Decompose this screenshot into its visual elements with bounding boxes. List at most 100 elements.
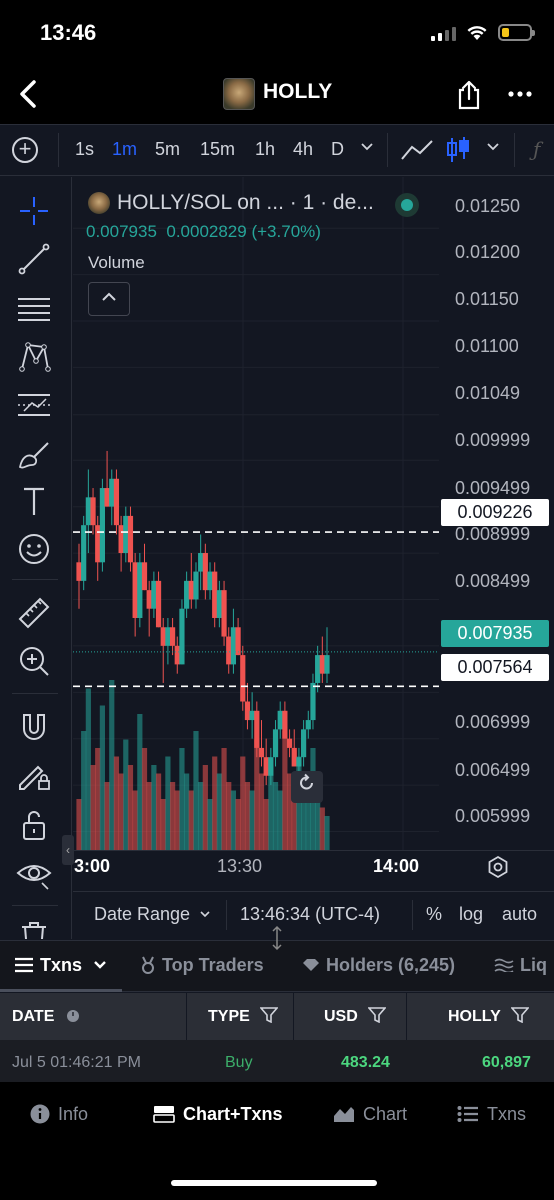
tab-txns[interactable]: Txns [14,955,107,976]
back-icon[interactable] [14,76,44,112]
interval-5m[interactable]: 5m [155,139,181,159]
date-range-button[interactable]: Date Range [94,904,211,925]
interval-1s[interactable]: 1s [75,139,95,159]
candle-body [81,525,87,581]
candle-body [85,497,91,526]
price-axis-label: 0.006499 [455,760,531,780]
volume-bar [137,714,143,850]
indicators-icon[interactable]: ƒ [533,137,541,161]
volume-bar [212,756,218,850]
chart-type-chevron-down-icon[interactable] [486,139,500,156]
column-header-holly[interactable]: HOLLY [448,1007,530,1026]
volume-bar [127,765,134,850]
medal-icon [142,956,154,974]
emoji-icon[interactable] [14,529,54,569]
interval-1h[interactable]: 1h [255,139,276,159]
volume-bar [155,773,162,850]
price-axis-label: 0.01200 [455,242,521,262]
lock-drawings-pencil-icon[interactable] [14,755,54,795]
chart-clock[interactable]: 13:46:34 (UTC-4) [240,904,381,924]
horizontal-line-price-tag[interactable]: 0.007564 [441,654,549,681]
reset-chart-icon[interactable] [291,771,323,803]
legend-symbol[interactable]: HOLLY/SOL on ... · 1 · de... [117,191,374,214]
price-axis-label: 0.005999 [455,806,531,826]
volume-bar [202,765,208,850]
volume-indicator-label[interactable]: Volume [88,253,145,272]
ruler-icon[interactable] [14,593,54,633]
cellular-signal-icon [431,25,456,41]
volume-bar [268,765,274,850]
log-scale-toggle[interactable]: log [459,904,484,924]
footer-divider [412,900,413,930]
candle-body [169,627,176,646]
volume-bar [123,739,129,850]
collapse-legend-button[interactable] [88,282,130,316]
volume-bar [99,705,105,850]
column-header-type[interactable]: TYPE [208,1007,279,1026]
percent-scale-toggle[interactable]: % [426,904,443,924]
nav-info-label: Info [58,1104,89,1124]
interval-4h[interactable]: 4h [293,139,314,159]
area-chart-icon [334,1107,354,1122]
interval-d[interactable]: D [331,139,344,159]
interval-chevron-down-icon[interactable] [360,139,374,156]
chart-settings-icon[interactable] [486,855,510,879]
add-symbol-icon[interactable]: + [12,137,38,163]
nav-info[interactable]: Info [30,1104,88,1125]
candlestick-chart-icon[interactable] [446,135,470,165]
toolbar-divider [387,133,388,167]
candle-body [118,525,124,554]
auto-scale-toggle[interactable]: auto [502,904,538,924]
volume-bar [160,799,166,850]
prediction-icon[interactable] [14,385,54,425]
drawing-toolbar [0,177,72,939]
magnet-icon[interactable] [14,707,54,747]
trash-icon[interactable] [14,917,54,939]
more-options-icon[interactable] [507,82,533,106]
candle-body [305,720,311,730]
interval-1m[interactable]: 1m [112,139,138,159]
tab-holders[interactable]: Holders (6,245) [302,955,455,976]
candle-body [90,497,96,526]
resize-handle-icon[interactable] [270,925,284,954]
candle-body [113,478,120,526]
brush-icon[interactable] [14,435,54,475]
interval-15m[interactable]: 15m [200,139,236,159]
table-row[interactable] [0,1040,554,1082]
horizontal-line-price-tag[interactable]: 0.009226 [441,499,549,526]
line-chart-icon[interactable] [400,137,434,163]
pattern-icon[interactable] [14,337,54,377]
zoom-in-icon[interactable] [14,641,54,681]
nav-chart[interactable]: Chart [333,1104,407,1125]
price-axis-label: 0.01049 [455,383,521,403]
share-icon[interactable] [456,80,482,110]
column-header-date[interactable]: DATE [12,1007,81,1026]
info-icon [30,1104,50,1124]
volume-bar [258,773,265,850]
unlock-icon[interactable] [14,805,54,845]
fib-retracement-icon[interactable] [14,289,54,329]
collapse-toolbar-tab[interactable]: ‹ [62,835,74,865]
volume-bar [81,731,87,850]
market-status-icon [395,193,419,217]
candle-body [249,710,255,721]
candle-body [132,562,138,618]
price-axis-label: 0.008999 [455,524,531,544]
candle-body [146,590,152,609]
visibility-eye-icon[interactable] [14,853,54,893]
time-axis[interactable] [73,850,554,890]
nav-txns[interactable]: Txns [457,1104,526,1125]
filter-icon [259,1007,279,1024]
volume-bar [179,748,185,850]
column-header-usd[interactable]: USD [324,1007,387,1026]
candle-body [193,571,199,600]
volume-bar [272,782,279,850]
crosshair-icon[interactable] [14,191,54,231]
nav-chart-txns[interactable]: Chart+Txns [153,1104,283,1125]
tab-top-traders[interactable]: Top Traders [140,955,264,976]
candle-body [174,645,180,665]
text-tool-icon[interactable] [14,481,54,521]
tab-liquidity[interactable]: Liq [494,955,547,976]
cell-holly: 60,897 [482,1054,531,1071]
trend-line-icon[interactable] [14,239,54,279]
